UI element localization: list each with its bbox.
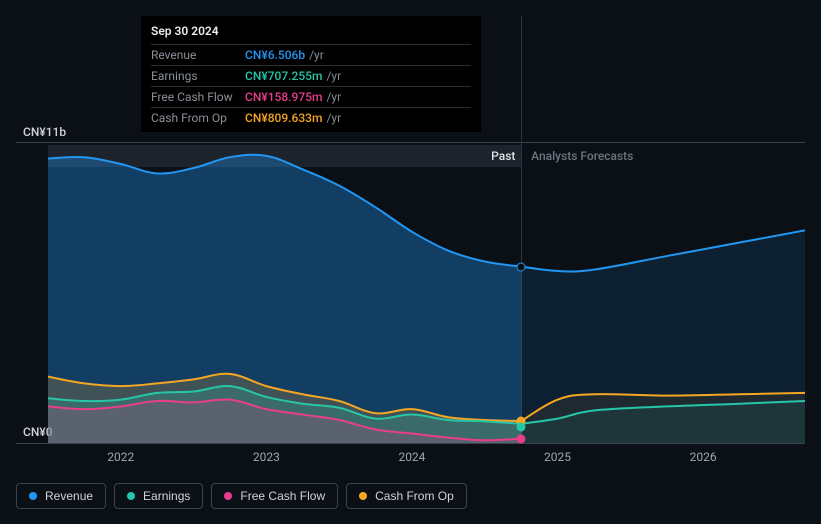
tooltip-row: EarningsCN¥707.255m/yr	[151, 65, 471, 86]
tooltip-metric-label: Free Cash Flow	[151, 90, 245, 104]
chart-tooltip: Sep 30 2024 RevenueCN¥6.506b/yrEarningsC…	[141, 16, 481, 132]
series-marker-fcf	[517, 434, 526, 443]
legend-toggle-fcf[interactable]: Free Cash Flow	[211, 483, 338, 509]
x-axis-tick: 2022	[107, 450, 134, 464]
series-marker-earnings	[517, 422, 526, 431]
tooltip-unit: /yr	[309, 48, 324, 62]
legend-dot-icon	[127, 492, 135, 500]
legend-label: Free Cash Flow	[240, 489, 325, 503]
legend-label: Earnings	[143, 489, 190, 503]
series-marker-revenue	[517, 262, 526, 271]
chart-top-baseline	[16, 142, 805, 143]
legend-dot-icon	[29, 492, 37, 500]
tooltip-unit: /yr	[326, 69, 341, 83]
x-axis-tick: 2025	[544, 450, 571, 464]
x-axis-tick: 2023	[253, 450, 280, 464]
tooltip-metric-label: Revenue	[151, 48, 245, 62]
tooltip-metric-value: CN¥6.506b	[245, 48, 305, 62]
tooltip-metric-value: CN¥809.633m	[245, 111, 322, 125]
tooltip-row: RevenueCN¥6.506b/yr	[151, 44, 471, 65]
chart-plot[interactable]	[48, 145, 805, 443]
legend-label: Cash From Op	[375, 489, 454, 503]
tooltip-row: Free Cash FlowCN¥158.975m/yr	[151, 86, 471, 107]
legend-toggle-earnings[interactable]: Earnings	[114, 483, 203, 509]
y-axis-max-label: CN¥11b	[23, 125, 66, 139]
tooltip-unit: /yr	[326, 111, 341, 125]
legend-toggle-revenue[interactable]: Revenue	[16, 483, 106, 509]
x-axis-tick: 2024	[398, 450, 425, 464]
legend-label: Revenue	[45, 489, 93, 503]
tooltip-metric-label: Cash From Op	[151, 111, 245, 125]
legend-dot-icon	[359, 492, 367, 500]
tooltip-row: Cash From OpCN¥809.633m/yr	[151, 107, 471, 128]
tooltip-date: Sep 30 2024	[151, 24, 471, 44]
x-axis-tick: 2026	[690, 450, 717, 464]
tooltip-metric-value: CN¥158.975m	[245, 90, 322, 104]
tooltip-unit: /yr	[326, 90, 341, 104]
tooltip-metric-value: CN¥707.255m	[245, 69, 322, 83]
chart-bottom-baseline	[16, 443, 805, 444]
legend-toggle-cfo[interactable]: Cash From Op	[346, 483, 467, 509]
chart-legend: Revenue Earnings Free Cash Flow Cash From O…	[16, 483, 467, 509]
tooltip-metric-label: Earnings	[151, 69, 245, 83]
legend-dot-icon	[224, 492, 232, 500]
